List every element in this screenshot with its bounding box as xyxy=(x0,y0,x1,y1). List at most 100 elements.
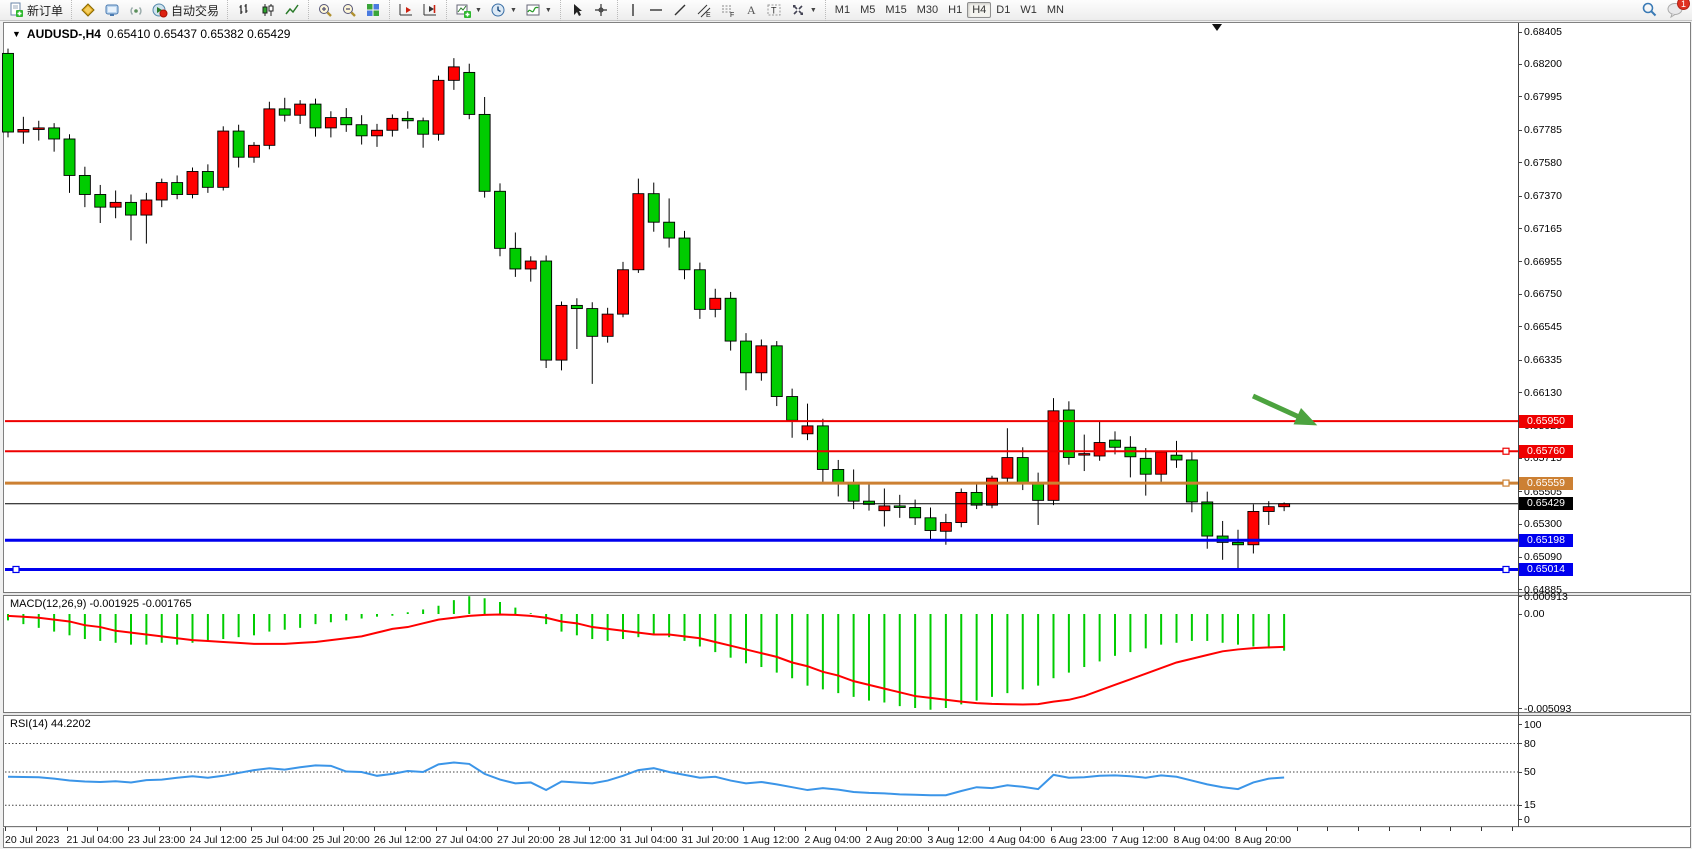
chart-title-caret-icon[interactable]: ▼ xyxy=(12,29,21,39)
search-icon[interactable] xyxy=(1641,1,1658,21)
candle-body-up xyxy=(294,103,307,116)
time-axis-label: 27 Jul 20:00 xyxy=(497,834,555,846)
hline-handle-right[interactable] xyxy=(1502,479,1510,487)
price-axis-label: 0.68405 xyxy=(1524,26,1562,38)
candle-body-down xyxy=(494,190,506,249)
rsi-axis-tick xyxy=(1518,804,1522,806)
time-axis-label: 21 Jul 04:00 xyxy=(66,834,124,846)
text-button[interactable]: A xyxy=(740,1,762,20)
svg-text:F: F xyxy=(730,12,734,18)
new-order-button[interactable]: 新订单 xyxy=(4,1,67,20)
annotation-arrow-head[interactable] xyxy=(1293,408,1318,426)
line-chart-button[interactable] xyxy=(280,1,304,20)
timeframe-button-M30[interactable]: M30 xyxy=(916,4,939,16)
hline-handle-right[interactable] xyxy=(1502,565,1510,574)
price-axis-label: 0.67165 xyxy=(1524,222,1562,235)
zoom-in-button[interactable] xyxy=(313,1,337,20)
signals-button[interactable] xyxy=(124,1,148,20)
tile-windows-button[interactable] xyxy=(361,1,385,20)
price-badge-0.65559: 0.65559 xyxy=(1519,476,1573,490)
time-axis-tick xyxy=(527,827,529,831)
bar-chart-icon xyxy=(236,2,252,18)
terminal-button[interactable] xyxy=(100,1,124,20)
candle-body-down xyxy=(1109,439,1121,448)
timeframe-button-D1[interactable]: D1 xyxy=(996,4,1011,16)
auto-scroll-button[interactable] xyxy=(394,1,418,20)
candle-body-down xyxy=(832,469,845,484)
crosshair-button[interactable] xyxy=(589,1,613,20)
horizontal-line-button[interactable] xyxy=(644,1,668,20)
timeframe-button-MN[interactable]: MN xyxy=(1046,4,1064,16)
vertical-line-icon xyxy=(626,2,640,18)
equidistant-channel-button[interactable]: E xyxy=(692,1,716,20)
timeframe-button-M1[interactable]: M1 xyxy=(834,4,851,16)
candle-body-down xyxy=(740,340,752,374)
trendline-button[interactable] xyxy=(668,1,692,20)
hline-handle-right[interactable] xyxy=(1502,447,1510,455)
period-dropdown[interactable]: ▼ xyxy=(486,1,521,20)
timeframe-button-H1[interactable]: H1 xyxy=(948,4,963,16)
price-axis-label: 0.67580 xyxy=(1524,156,1562,169)
text-label-button[interactable]: T xyxy=(762,1,786,20)
rsi-pane-divider[interactable] xyxy=(3,712,1691,716)
candle-body-down xyxy=(724,297,737,342)
hline-handle-left[interactable] xyxy=(12,565,20,574)
chart-window[interactable] xyxy=(3,22,1691,848)
time-axis-tick xyxy=(1358,827,1359,831)
time-axis-tick xyxy=(958,827,960,831)
zoom-out-button[interactable] xyxy=(337,1,361,20)
autotrading-button[interactable]: 自动交易 xyxy=(148,1,223,20)
text-icon: A xyxy=(744,2,758,18)
chart-ohlc-values: 0.65410 0.65437 0.65382 0.65429 xyxy=(106,27,291,41)
price-axis-tick xyxy=(1518,195,1522,197)
price-axis-tick xyxy=(1518,162,1522,164)
candle-body-up xyxy=(186,171,199,195)
price-axis-line xyxy=(1518,23,1519,827)
new-chart-icon xyxy=(455,2,472,18)
time-axis-tick xyxy=(374,827,375,831)
timeframe-button-M15[interactable]: M15 xyxy=(885,4,907,16)
chart-shift-marker[interactable] xyxy=(1212,24,1222,31)
candle-body-down xyxy=(540,260,553,361)
bar-chart-button[interactable] xyxy=(232,1,256,20)
rsi-axis-tick xyxy=(1518,743,1522,744)
chat-button[interactable]: 1 xyxy=(1666,0,1690,21)
new-chart-dropdown[interactable]: ▼ xyxy=(451,1,486,20)
time-axis-divider xyxy=(3,826,1691,828)
price-axis-tick xyxy=(1518,96,1522,98)
zoom-in-icon xyxy=(317,2,333,18)
macd-pane-divider[interactable] xyxy=(3,592,1691,596)
candle-body-down xyxy=(847,482,860,502)
candle-body-up xyxy=(1093,442,1106,457)
rsi-indicator-label: RSI(14) 44.2202 xyxy=(10,718,91,730)
price-axis-label: 0.67370 xyxy=(1524,190,1562,203)
candle-body-down xyxy=(909,507,922,519)
vertical-line-button[interactable] xyxy=(622,1,644,20)
time-axis-tick xyxy=(835,827,837,831)
time-axis-label: 26 Jul 12:00 xyxy=(374,834,432,846)
macd-axis-tick xyxy=(1518,596,1522,598)
fibonacci-button[interactable]: F xyxy=(716,1,740,20)
candle-body-down xyxy=(278,108,291,116)
arrows-dropdown[interactable]: ▼ xyxy=(786,1,821,20)
candle-body-up xyxy=(632,193,645,271)
chart-shift-button[interactable] xyxy=(418,1,442,20)
signals-icon xyxy=(128,2,144,18)
timeframe-button-W1[interactable]: W1 xyxy=(1020,4,1037,16)
chevron-down-icon: ▼ xyxy=(809,6,817,14)
annotation-arrow-shaft[interactable] xyxy=(1251,393,1301,420)
new-order-icon xyxy=(8,2,24,18)
candle-body-down xyxy=(463,71,476,115)
gold-button[interactable] xyxy=(76,1,100,20)
chevron-down-icon: ▼ xyxy=(544,6,552,14)
indicators-dropdown[interactable]: ▼ xyxy=(521,1,556,20)
candle-body-down xyxy=(570,304,583,310)
timeframe-button-M5[interactable]: M5 xyxy=(860,4,876,16)
candlestick-chart-button[interactable] xyxy=(256,1,280,20)
tile-windows-icon xyxy=(365,2,381,18)
price-axis-label: 0.66130 xyxy=(1524,386,1562,399)
chart-title: AUDUSD-,H4 xyxy=(26,27,101,41)
timeframe-button-H4[interactable]: H4 xyxy=(967,2,992,18)
cursor-button[interactable] xyxy=(565,1,589,20)
